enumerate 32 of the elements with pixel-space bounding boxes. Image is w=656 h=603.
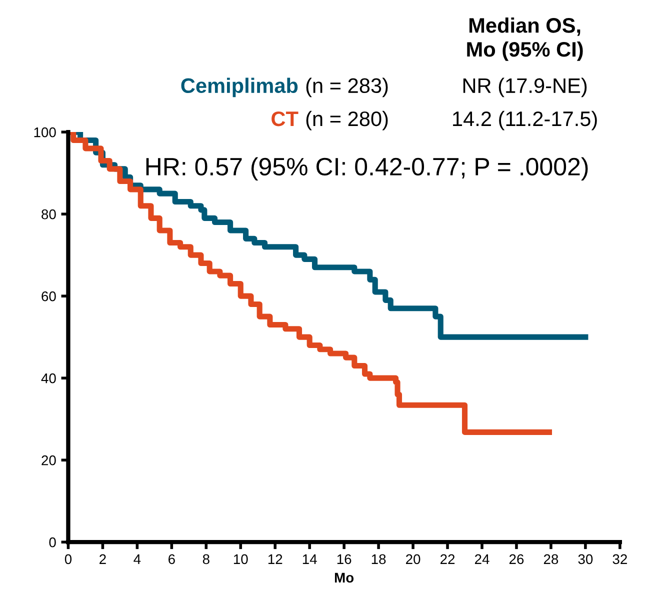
x-tick-label: 0 xyxy=(64,554,72,564)
x-tick-label: 22 xyxy=(440,554,455,564)
x-tick-label: 6 xyxy=(168,554,175,564)
text: 14.2 (11.2-17.5) xyxy=(453,110,597,130)
text: NR (17.9-NE) xyxy=(463,78,587,98)
annotation: HR: 0.57 (95% CI: 0.42-0.77; P = .0002) xyxy=(146,157,588,180)
text: CT xyxy=(272,111,298,126)
y-tick-label: 0 xyxy=(49,537,56,548)
x-axis-title: Mo xyxy=(334,572,354,583)
x-tick-label: 24 xyxy=(474,554,490,564)
x-tick-label: 32 xyxy=(612,554,627,564)
text: Median OS, Mo (95% CI) xyxy=(467,18,583,61)
x-tick-label: 12 xyxy=(268,554,282,564)
text: (n = 283) xyxy=(306,78,388,98)
x-tick-label: 14 xyxy=(302,554,317,564)
x-tick-label: 28 xyxy=(544,554,558,564)
y-tick-label: 20 xyxy=(42,455,56,466)
x-tick-label: 30 xyxy=(578,554,593,564)
text: Cemiplimab xyxy=(181,78,298,98)
y-tick-label: 40 xyxy=(41,373,56,384)
x-tick-label: 16 xyxy=(337,554,352,564)
x-tick-label: 2 xyxy=(100,554,106,564)
x-tick-label: 18 xyxy=(372,554,386,564)
x-tick-label: 20 xyxy=(406,554,420,564)
y-tick-label: 80 xyxy=(42,209,56,220)
x-tick-label: 4 xyxy=(134,554,141,564)
y-tick-label: 100 xyxy=(34,127,56,138)
x-tick-label: 8 xyxy=(202,554,210,564)
x-tick-label: 26 xyxy=(509,554,524,564)
x-tick-label: 10 xyxy=(234,554,248,564)
text: (n = 280) xyxy=(306,110,388,130)
y-tick-label: 60 xyxy=(42,291,56,302)
